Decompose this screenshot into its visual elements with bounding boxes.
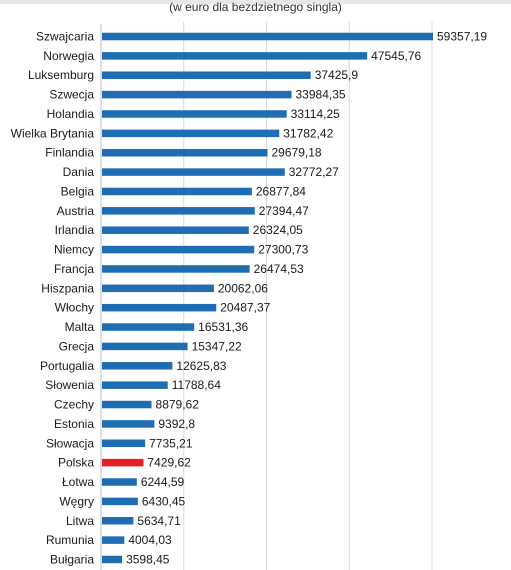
data-label: 20487,37 — [220, 301, 270, 315]
bar-austria — [102, 207, 255, 215]
data-label: 5634,71 — [137, 514, 181, 528]
data-label: 3598,45 — [126, 552, 170, 566]
bar-węgry — [102, 497, 138, 506]
category-label: Hiszpania — [41, 281, 94, 295]
bar-dania — [102, 168, 285, 176]
category-label: Słowacja — [46, 436, 94, 450]
data-label: 47545,76 — [371, 49, 421, 63]
chart-subtitle: (w euro dla bezdzietnego singla) — [169, 0, 342, 14]
data-label: 11788,64 — [172, 378, 221, 392]
bar-portugalia — [102, 362, 173, 370]
category-label: Norwegia — [43, 49, 94, 63]
data-label: 15347,22 — [192, 339, 242, 353]
bar-malta — [102, 323, 195, 331]
category-label: Holandia — [47, 107, 95, 121]
data-label: 26474,53 — [254, 262, 304, 276]
data-label: 29679,18 — [272, 146, 322, 160]
data-label: 32772,27 — [289, 165, 339, 179]
category-label: Szwecja — [49, 88, 94, 102]
category-label: Szwajcaria — [36, 30, 94, 44]
category-label: Bułgaria — [50, 552, 94, 566]
bar-hiszpania — [102, 284, 214, 293]
bar-szwajcaria — [102, 32, 433, 41]
category-label: Wielka Brytania — [11, 126, 95, 140]
category-label: Luksemburg — [28, 68, 94, 82]
category-label: Czechy — [54, 398, 94, 412]
bar-estonia — [102, 420, 155, 428]
data-label: 31782,42 — [283, 126, 333, 140]
bar-bułgaria — [102, 555, 123, 564]
category-label: Francja — [54, 262, 94, 276]
data-label: 20062,06 — [218, 281, 268, 295]
bar-rumunia — [102, 536, 125, 544]
category-label: Dania — [63, 165, 95, 179]
bar-holandia — [102, 110, 287, 118]
category-label: Niemcy — [54, 243, 94, 257]
bar-francja — [102, 265, 250, 273]
data-label: 37425,9 — [315, 68, 359, 82]
data-label: 6244,59 — [141, 475, 185, 489]
bar-polska — [102, 458, 144, 467]
data-label: 59357,19 — [437, 30, 487, 44]
bar-włochy — [102, 303, 217, 312]
category-label: Węgry — [59, 494, 94, 508]
category-label: Irlandia — [55, 223, 95, 237]
category-label: Litwa — [66, 514, 94, 528]
category-label: Finlandia — [45, 146, 94, 160]
data-label: 12625,83 — [176, 359, 226, 373]
category-label: Portugalia — [40, 359, 94, 373]
title-band — [0, 0, 511, 4]
data-label: 8879,62 — [156, 398, 200, 412]
bar-irlandia — [102, 226, 249, 234]
category-label: Grecja — [59, 339, 95, 353]
category-label: Estonia — [54, 417, 94, 431]
bar-belgia — [102, 187, 252, 196]
data-label: 7735,21 — [149, 436, 193, 450]
category-label: Rumunia — [46, 533, 94, 547]
bar-luksemburg — [102, 71, 311, 79]
data-label: 33984,35 — [296, 88, 346, 102]
data-label: 33114,25 — [291, 107, 340, 121]
data-label: 4004,03 — [128, 533, 172, 547]
bar-wielka-brytania — [102, 129, 280, 138]
category-label: Włochy — [55, 301, 94, 315]
bar-finlandia — [102, 148, 268, 157]
data-label: 27394,47 — [259, 204, 309, 218]
data-label: 9392,8 — [158, 417, 195, 431]
category-label: Belgia — [61, 184, 95, 198]
bar-szwecja — [102, 90, 292, 99]
bar-norwegia — [102, 52, 368, 60]
bar-słowacja — [102, 439, 146, 448]
data-label: 7429,62 — [147, 456, 191, 470]
bar-grecja — [102, 342, 188, 351]
data-label: 16531,36 — [198, 320, 248, 334]
category-label: Polska — [58, 456, 94, 470]
data-label: 27300,73 — [258, 243, 308, 257]
bar-litwa — [102, 517, 134, 525]
bar-niemcy — [102, 245, 255, 254]
category-label: Słowenia — [45, 378, 94, 392]
data-label: 26324,05 — [253, 223, 303, 237]
bar-czechy — [102, 400, 152, 409]
category-label: Austria — [57, 204, 95, 218]
category-label: Malta — [65, 320, 95, 334]
bar-słowenia — [102, 381, 168, 389]
data-label: 6430,45 — [142, 494, 186, 508]
bar-łotwa — [102, 478, 137, 486]
data-label: 26877,84 — [256, 184, 306, 198]
category-label: Łotwa — [62, 475, 94, 489]
